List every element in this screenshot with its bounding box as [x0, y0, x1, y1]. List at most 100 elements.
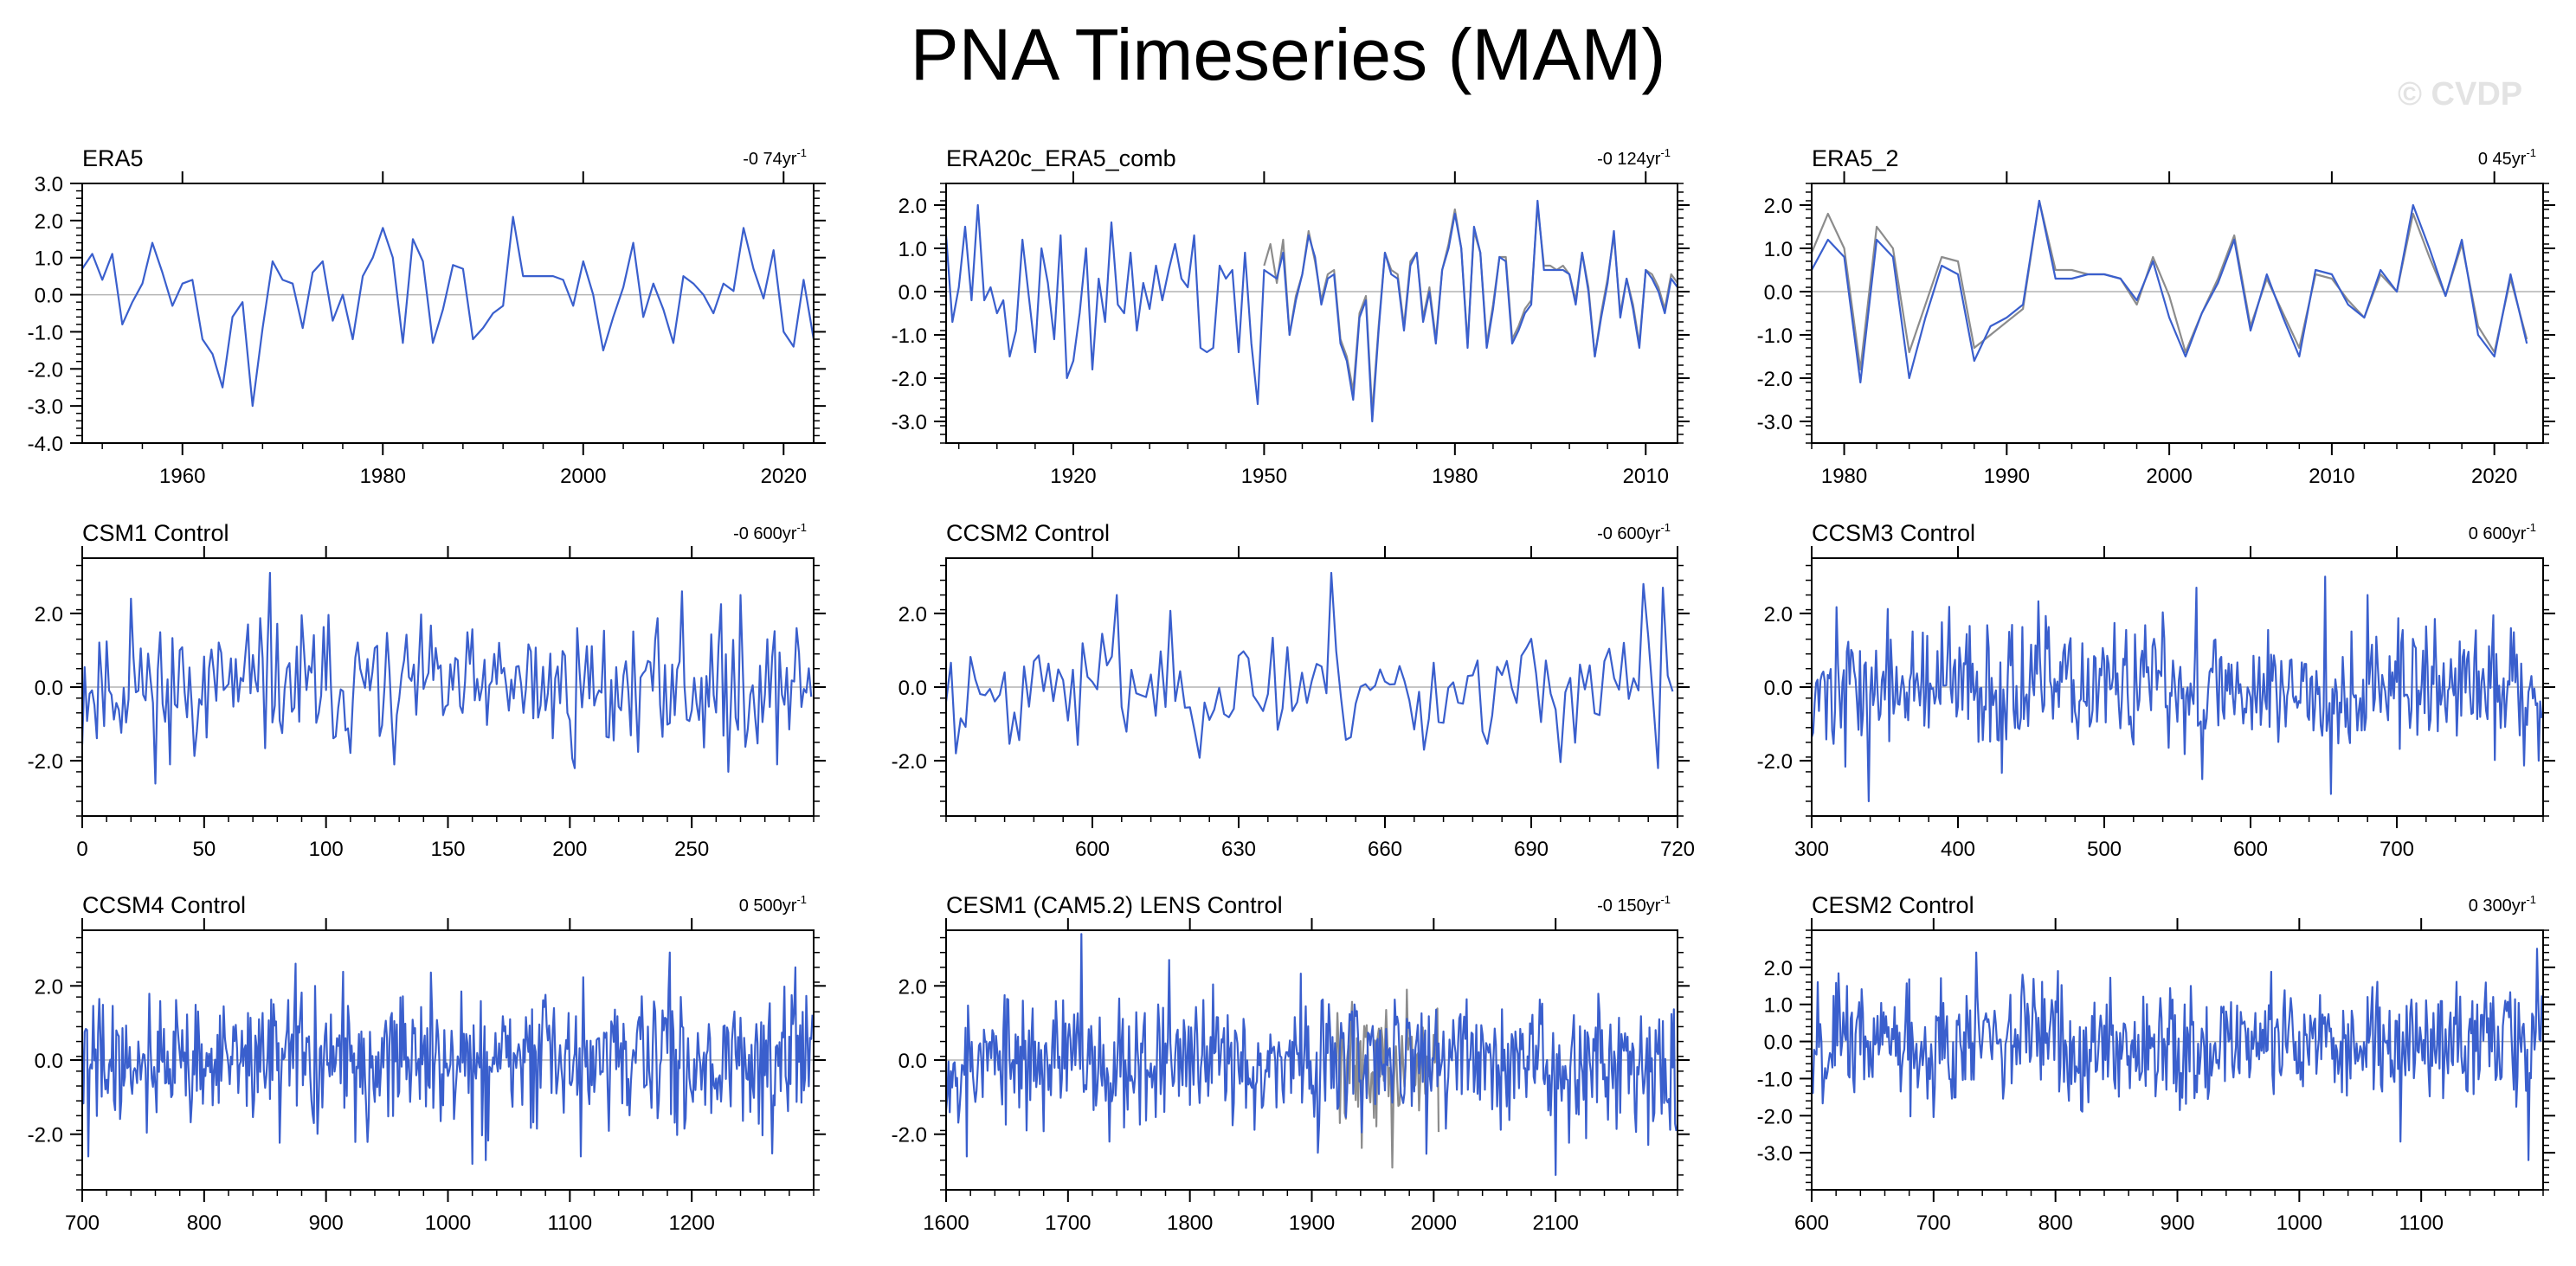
- y-tick-label: 0.0: [1764, 677, 1793, 700]
- x-tick-label: 1600: [923, 1211, 969, 1235]
- y-tick-label: 0.0: [898, 677, 927, 700]
- x-tick-label: 1990: [1984, 465, 2030, 488]
- trend-label: 0 300yr-1: [2469, 893, 2536, 916]
- x-tick-label: 1960: [159, 465, 205, 488]
- x-tick-label: 50: [192, 838, 216, 861]
- trend-label: 0 45yr-1: [2478, 146, 2536, 169]
- y-tick-label: 0.0: [1764, 281, 1793, 305]
- x-tick-label: 200: [552, 838, 587, 861]
- y-tick-label: -2.0: [28, 1124, 63, 1147]
- trend-label: -0 74yr-1: [743, 146, 807, 169]
- x-tick-label: 600: [1794, 1211, 1829, 1235]
- y-tick-label: 2.0: [35, 603, 63, 627]
- y-tick-label: 2.0: [1764, 603, 1793, 627]
- x-tick-label: 1800: [1167, 1211, 1213, 1235]
- x-tick-label: 1200: [668, 1211, 714, 1235]
- y-tick-label: 0.0: [35, 285, 63, 308]
- y-tick-label: -1.0: [892, 325, 927, 348]
- series-line-primary: [1812, 948, 2543, 1161]
- series-line-primary: [946, 199, 1678, 423]
- y-tick-label: 0.0: [35, 677, 63, 700]
- series-line-primary: [946, 933, 1678, 1177]
- x-tick-label: 630: [1221, 838, 1256, 861]
- chart-panel: ERA5 -0 74yr-1 -4.0 -3.0 -2.0 -1.0 0.0 1.0 2.0 3.…: [28, 145, 826, 488]
- y-tick-label: -2.0: [892, 750, 927, 774]
- panel-title: CCSM4 Control: [82, 892, 246, 918]
- y-tick-label: 1.0: [1764, 238, 1793, 261]
- y-tick-label: 2.0: [35, 210, 63, 234]
- x-tick-label: 2010: [2309, 465, 2354, 488]
- series-line-primary: [1812, 199, 2528, 384]
- y-tick-label: 0.0: [898, 281, 927, 305]
- x-tick-label: 1980: [360, 465, 406, 488]
- panel-title: CSM1 Control: [82, 520, 229, 546]
- chart-panel: CCSM4 Control 0 500yr-1 -2.0 0.0 2.0 700 800 90…: [28, 892, 826, 1235]
- x-tick-label: 700: [1916, 1211, 1951, 1235]
- x-tick-label: 700: [65, 1211, 100, 1235]
- x-tick-label: 500: [2087, 838, 2122, 861]
- trend-label: 0 500yr-1: [739, 893, 807, 916]
- trend-label: -0 150yr-1: [1597, 893, 1671, 916]
- panel-title: CESM1 (CAM5.2) LENS Control: [946, 892, 1283, 918]
- y-tick-label: 0.0: [1764, 1031, 1793, 1055]
- y-tick-label: -2.0: [892, 1124, 927, 1147]
- x-tick-label: 600: [1075, 838, 1110, 861]
- x-tick-label: 660: [1368, 838, 1402, 861]
- y-tick-label: 2.0: [898, 975, 927, 999]
- x-tick-label: 1980: [1821, 465, 1867, 488]
- y-tick-label: -2.0: [28, 358, 63, 382]
- y-tick-label: 1.0: [1764, 994, 1793, 1018]
- plot-frame: [1811, 183, 2544, 444]
- panel-title: ERA5: [82, 145, 144, 171]
- x-tick-label: 0: [76, 838, 87, 861]
- y-tick-label: -1.0: [1757, 325, 1793, 348]
- x-tick-label: 1700: [1045, 1211, 1091, 1235]
- y-tick-label: -2.0: [1757, 368, 1793, 391]
- y-tick-label: -3.0: [892, 411, 927, 434]
- plot-frame: [81, 183, 815, 444]
- panel-title: CESM2 Control: [1812, 892, 1974, 918]
- x-tick-label: 1950: [1241, 465, 1287, 488]
- x-tick-label: 100: [309, 838, 344, 861]
- trend-label: -0 600yr-1: [1597, 521, 1671, 543]
- chart-panel: CCSM2 Control -0 600yr-1 -2.0 0.0 2.0 600 630 6…: [892, 520, 1695, 861]
- y-tick-label: 1.0: [35, 247, 63, 271]
- x-tick-label: 1980: [1432, 465, 1478, 488]
- x-tick-label: 1920: [1050, 465, 1096, 488]
- y-tick-label: -2.0: [1757, 1105, 1793, 1128]
- chart-panel: ERA20c_ERA5_comb -0 124yr-1 -3.0 -2.0 -1.0 0.…: [892, 145, 1690, 488]
- y-tick-label: 2.0: [898, 603, 927, 627]
- y-tick-label: -2.0: [28, 750, 63, 774]
- panel-title: CCSM2 Control: [946, 520, 1110, 546]
- x-tick-label: 1000: [425, 1211, 471, 1235]
- chart-panel: ERA5_2 0 45yr-1 -3.0 -2.0 -1.0 0.0 1.0 2.0 1980 1…: [1757, 145, 2555, 488]
- chart-panel: CESM2 Control 0 300yr-1 -3.0 -2.0 -1.0 0.0 1.0…: [1757, 892, 2555, 1235]
- x-tick-label: 2000: [2146, 465, 2192, 488]
- y-tick-label: -4.0: [28, 433, 63, 456]
- cvdp-watermark: © CVDP: [2398, 76, 2523, 112]
- series-line-primary: [82, 215, 814, 408]
- y-tick-label: 2.0: [1764, 195, 1793, 218]
- x-tick-label: 150: [430, 838, 465, 861]
- page-title: PNA Timeseries (MAM): [910, 14, 1666, 95]
- x-tick-label: 1000: [2277, 1211, 2322, 1235]
- y-tick-label: -2.0: [1757, 750, 1793, 774]
- trend-label: -0 124yr-1: [1597, 146, 1671, 169]
- y-tick-label: 3.0: [35, 173, 63, 196]
- x-tick-label: 2020: [2471, 465, 2517, 488]
- series-line-primary: [82, 951, 814, 1166]
- series-line-secondary: [1812, 199, 2528, 371]
- x-tick-label: 800: [2038, 1211, 2073, 1235]
- y-tick-label: -3.0: [28, 395, 63, 419]
- x-tick-label: 300: [1794, 838, 1829, 861]
- series-line-primary: [82, 571, 813, 785]
- x-tick-label: 2000: [560, 465, 606, 488]
- x-tick-label: 600: [2233, 838, 2268, 861]
- x-tick-label: 400: [1941, 838, 1975, 861]
- x-tick-label: 250: [674, 838, 709, 861]
- x-tick-label: 2020: [761, 465, 807, 488]
- x-tick-label: 1100: [2399, 1211, 2444, 1235]
- y-tick-label: 1.0: [898, 238, 927, 261]
- series-line-primary: [946, 571, 1674, 769]
